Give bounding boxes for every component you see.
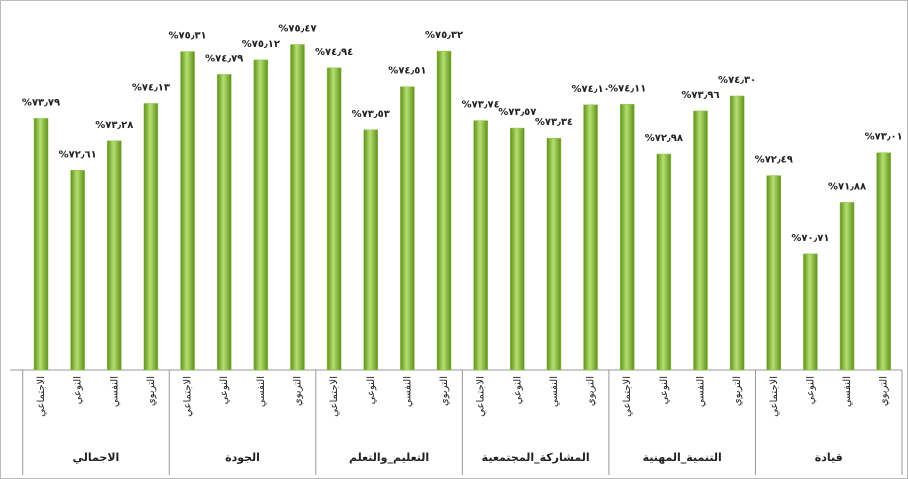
x-tick-label: الاجتماعي [476,376,487,417]
data-label: %٧٣٫٣٤ [535,117,573,128]
x-tick-label: الاجتماعي [622,376,633,417]
bar [876,152,891,371]
bar [326,67,342,371]
x-tick-label: التربوي [439,376,450,406]
data-label: %٧٤٫١٠ [571,84,609,95]
data-label: %٧٤٫٩٤ [315,47,353,58]
bar [107,140,122,371]
data-label: %٧٤٫٧٩ [205,53,243,64]
bar [656,153,672,371]
group-label: التنمية_المهنية [643,451,722,464]
group-label: المشاركة_المجتمعية [482,451,590,464]
bar [400,86,415,371]
data-label: %٧٣٫٠١ [865,132,903,143]
x-tick-label: الاجتماعي [769,376,780,417]
data-label: %٧٢٫٦١ [59,149,97,160]
x-tick-label: النوعي [219,376,230,404]
data-label: %٧٥٫١٢ [242,39,280,50]
bar [729,95,745,371]
x-tick-label: النفسي [842,376,853,407]
x-tick-label: النفسي [256,376,267,407]
x-tick-label: الاجتماعي [36,376,47,417]
data-label: %٧٥٫٣٢ [425,30,463,41]
x-tick-label: النفسي [109,376,120,407]
x-tick-label: النوعي [805,376,816,404]
group-label: التعليم_والتعلم [349,451,429,464]
data-label: %٧٣٫٧٤ [462,100,500,111]
bar [839,202,855,371]
x-tick-label: الاجتماعي [183,376,194,417]
x-tick-label: التربوي [879,376,890,406]
data-label: %٧١٫٨٨ [828,181,866,192]
data-label: %٧٣٫٥٣ [352,109,390,120]
data-label: %٧٥٫٤٧ [278,24,316,35]
bar [510,127,525,371]
bar [290,44,305,371]
x-tick-label: التربوي [732,376,743,406]
data-label: %٧٥٫٣١ [168,31,206,42]
x-tick-label: النوعي [366,376,377,404]
bar [803,253,818,371]
x-tick-label: النفسي [549,376,560,407]
bar [693,110,708,371]
bar [619,104,635,371]
data-label: %٧٠٫٧١ [791,233,829,244]
data-label: %٧٣٫٧٩ [22,97,60,108]
bar [253,59,269,371]
bar [436,50,452,371]
group-label: الجودة [225,451,260,464]
data-label: %٧٤٫٥١ [388,66,426,77]
bar [583,104,598,371]
data-label: %٧٤٫٣٠ [718,75,756,86]
data-label: %٧٤٫١٣ [132,82,170,93]
x-tick-label: التربوي [146,376,157,406]
x-tick-label: النوعي [512,376,523,404]
data-label: %٧٢٫٤٩ [755,155,793,166]
bar [546,137,562,371]
data-label: %٧٤٫١١ [608,83,646,94]
bar [180,51,195,371]
x-tick-label: التربوي [586,376,597,406]
x-tick-label: التربوي [292,376,303,406]
bar [70,170,85,371]
group-label: قيادة [815,451,843,464]
bar [473,120,488,371]
bar [766,175,782,371]
data-label: %٧٣٫٥٧ [498,107,536,118]
x-tick-label: النوعي [73,376,84,404]
x-tick-label: الاجتماعي [329,376,340,417]
bar [143,103,159,371]
bar [363,129,379,371]
x-tick-label: النفسي [695,376,706,407]
bar [33,118,49,371]
bar [216,74,232,371]
group-label: الاجمالي [73,451,120,464]
x-tick-label: النفسي [402,376,413,407]
data-label: %٧٢٫٩٨ [645,133,683,144]
data-label: %٧٣٫٩٦ [681,90,719,101]
x-tick-label: النوعي [659,376,670,404]
data-label: %٧٣٫٢٨ [95,120,133,131]
